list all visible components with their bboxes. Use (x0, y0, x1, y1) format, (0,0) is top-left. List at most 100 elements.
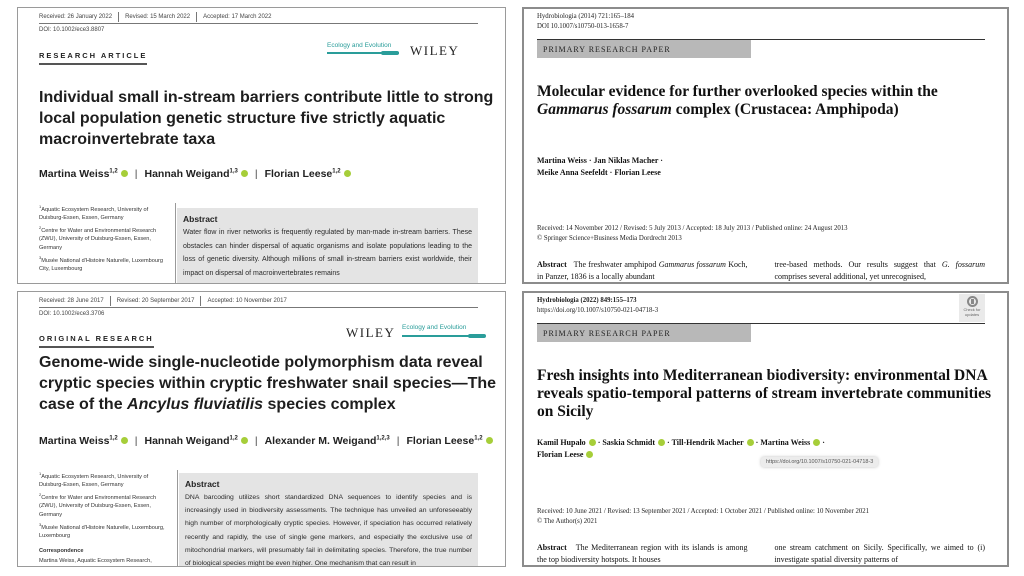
paper-title: Genome-wide single-nucleotide polymorphi… (39, 354, 497, 413)
doi[interactable]: DOI 10.1007/s10750-013-1658-7 (537, 23, 629, 30)
open-access-badge (381, 51, 399, 55)
bookmark-icon (966, 296, 978, 307)
authors-line: Martina Weiss · Jan Niklas Macher · (537, 156, 663, 165)
affiliation: 3Musée National d'Histoire Naturelle, Lu… (39, 521, 165, 539)
separator: | (254, 168, 258, 180)
publication-history: Received: 14 November 2012 / Revised: 5 … (537, 224, 848, 243)
separator: | (254, 435, 258, 447)
journal-reference: Hydrobiologia (2014) 721:165–184 (537, 13, 635, 20)
paper-title: Individual small in-stream barriers cont… (39, 89, 494, 148)
copyright: © The Author(s) 2021 (537, 517, 598, 525)
paper-title: Molecular evidence for further overlooke… (537, 83, 938, 118)
received-date: Received: 28 June 2017 (39, 296, 111, 306)
affiliations: 1Aquatic Ecosystem Research, University … (39, 203, 169, 275)
divider (537, 39, 985, 40)
author[interactable]: Alexander M. Weigand1,2,3 (264, 435, 390, 447)
abstract-heading: Abstract (183, 214, 218, 224)
abstract-box: Abstract DNA barcoding utilizes short st… (179, 473, 478, 567)
paper-page-3: Received: 28 June 2017 Revised: 20 Septe… (17, 291, 506, 567)
orcid-icon[interactable] (240, 436, 248, 444)
author[interactable]: Florian Leese1,2 (407, 435, 493, 447)
paper-page-2: Hydrobiologia (2014) 721:165–184 DOI 10.… (522, 7, 1009, 284)
author[interactable]: Florian Leese1,2 (265, 168, 351, 180)
affiliation: 2Centre for Water and Environmental Rese… (39, 225, 157, 251)
article-dates: Received: 26 January 2022 Revised: 15 Ma… (39, 12, 284, 22)
affiliation: 1Aquatic Ecosystem Research, University … (39, 471, 149, 489)
orcid-icon[interactable] (343, 169, 351, 177)
abstract-column-1: Abstract The Mediterranean region with i… (537, 543, 748, 564)
orcid-icon[interactable] (485, 436, 493, 444)
open-access-badge (468, 334, 486, 338)
doi-link[interactable]: https://doi.org/10.1007/s10750-021-04718… (537, 307, 659, 314)
paper-page-4: Hydrobiologia (2022) 849:155–173 https:/… (522, 291, 1009, 567)
author[interactable]: Hannah Weigand1,2 (145, 435, 248, 447)
accepted-date: Accepted: 10 November 2017 (207, 298, 287, 304)
author[interactable]: Martina Weiss1,2 (39, 435, 128, 447)
journal-bar (327, 52, 399, 54)
authors-line: Meike Anna Seefeldt · Florian Leese (537, 168, 661, 177)
abstract-box: Abstract Water flow in river networks is… (177, 208, 478, 283)
journal-name: Ecology and Evolution (402, 324, 467, 331)
affiliation: 2Centre for Water and Environmental Rese… (39, 492, 157, 518)
author[interactable]: Kamil Hupało (537, 438, 596, 447)
separator: | (134, 168, 138, 180)
journal-logo: Ecology and Evolution (327, 42, 399, 55)
revised-date: Revised: 15 March 2022 (125, 12, 198, 22)
article-type: RESEARCH ARTICLE (39, 51, 148, 65)
wiley-logo: WILEY (410, 43, 460, 58)
copyright: © Springer Science+Business Media Dordre… (537, 234, 682, 242)
correspondence-heading: Correspondence (39, 548, 84, 554)
orcid-icon[interactable] (813, 438, 821, 446)
author-list: Martina Weiss · Jan Niklas Macher · Meik… (537, 155, 663, 179)
journal-name: Ecology and Evolution (327, 42, 392, 49)
affiliations: 1Aquatic Ecosystem Research, University … (39, 470, 169, 566)
abstract-text: Water flow in river networks is frequent… (183, 229, 472, 277)
revised-date: Revised: 20 September 2017 (117, 296, 202, 306)
orcid-icon[interactable] (658, 438, 666, 446)
orcid-icon[interactable] (586, 450, 594, 458)
separator: | (396, 435, 400, 447)
paper-page-1: Received: 26 January 2022 Revised: 15 Ma… (17, 7, 506, 284)
abstract: Abstract The freshwater amphipod Gammaru… (537, 259, 985, 282)
article-dates: Received: 10 June 2021 / Revised: 13 Sep… (537, 508, 870, 515)
abstract-text: DNA barcoding utilizes short standardize… (185, 494, 472, 567)
article-type: PRIMARY RESEARCH PAPER (537, 324, 751, 342)
author-list: Kamil Hupało · Saskia Schmidt · Till-Hen… (537, 438, 825, 459)
author[interactable]: Martina Weiss (760, 438, 821, 447)
author-list: Martina Weiss1,2 | Hannah Weigand1,2 | Alexa… (39, 435, 493, 447)
separator: | (134, 435, 138, 447)
doi[interactable]: DOI: 10.1002/ece3.8807 (39, 27, 105, 33)
divider (537, 323, 985, 324)
author[interactable]: Hannah Weigand1,3 (145, 168, 248, 180)
abstract-column-2: one stream catchment on Sicily. Specific… (774, 543, 985, 564)
column-divider (177, 470, 178, 566)
doi[interactable]: DOI: 10.1002/ece3.3706 (39, 311, 105, 317)
received-date: Received: 26 January 2022 (39, 12, 120, 22)
affiliation: 3Musée National d'Histoire Naturelle, Lu… (39, 254, 163, 272)
link-tooltip: https://doi.org/10.1007/s10750-021-04718… (761, 457, 879, 467)
article-type: ORIGINAL RESEARCH (39, 334, 154, 348)
journal-meta: Hydrobiologia (2022) 849:155–173 https:/… (537, 296, 658, 316)
abstract-column-2: tree-based methods. Our results suggest … (774, 260, 985, 281)
orcid-icon[interactable] (588, 438, 596, 446)
orcid-icon[interactable] (120, 169, 128, 177)
column-divider (175, 203, 176, 283)
paper-title: Fresh insights into Mediterranean biodiv… (537, 367, 991, 420)
author[interactable]: Till-Hendrik Macher (672, 438, 754, 447)
author[interactable]: Martina Weiss1,2 (39, 168, 128, 180)
orcid-icon[interactable] (746, 438, 754, 446)
correspondence-text: Martina Weiss, Aquatic Ecosystem Researc… (39, 558, 152, 565)
abstract-heading: Abstract (185, 479, 220, 489)
publication-history: Received: 10 June 2021 / Revised: 13 Sep… (537, 507, 869, 526)
divider (39, 23, 478, 24)
author[interactable]: Florian Leese (537, 450, 594, 459)
author[interactable]: Saskia Schmidt (602, 438, 666, 447)
check-for-updates-button[interactable]: Check for updates (959, 294, 985, 322)
orcid-icon[interactable] (240, 169, 248, 177)
accepted-date: Accepted: 17 March 2022 (203, 14, 272, 20)
journal-logo: Ecology and Evolution (402, 324, 486, 338)
wiley-logo: WILEY (346, 325, 396, 340)
orcid-icon[interactable] (120, 436, 128, 444)
journal-bar (402, 335, 484, 337)
article-dates: Received: 14 November 2012 / Revised: 5 … (537, 225, 848, 232)
